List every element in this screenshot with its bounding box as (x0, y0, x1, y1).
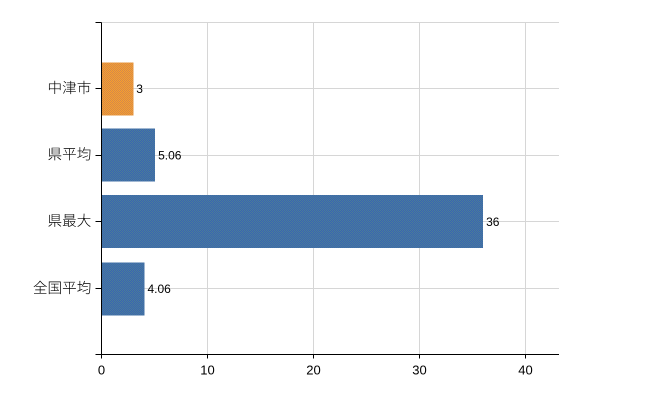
svg-text:20: 20 (306, 363, 320, 378)
svg-text:10: 10 (200, 363, 214, 378)
svg-text:30: 30 (412, 363, 426, 378)
svg-text:4.06: 4.06 (148, 282, 172, 296)
svg-text:0: 0 (98, 363, 105, 378)
svg-text:5.06: 5.06 (158, 149, 182, 163)
svg-text:36: 36 (486, 215, 500, 229)
svg-text:40: 40 (518, 363, 532, 378)
svg-text:3: 3 (136, 82, 143, 96)
